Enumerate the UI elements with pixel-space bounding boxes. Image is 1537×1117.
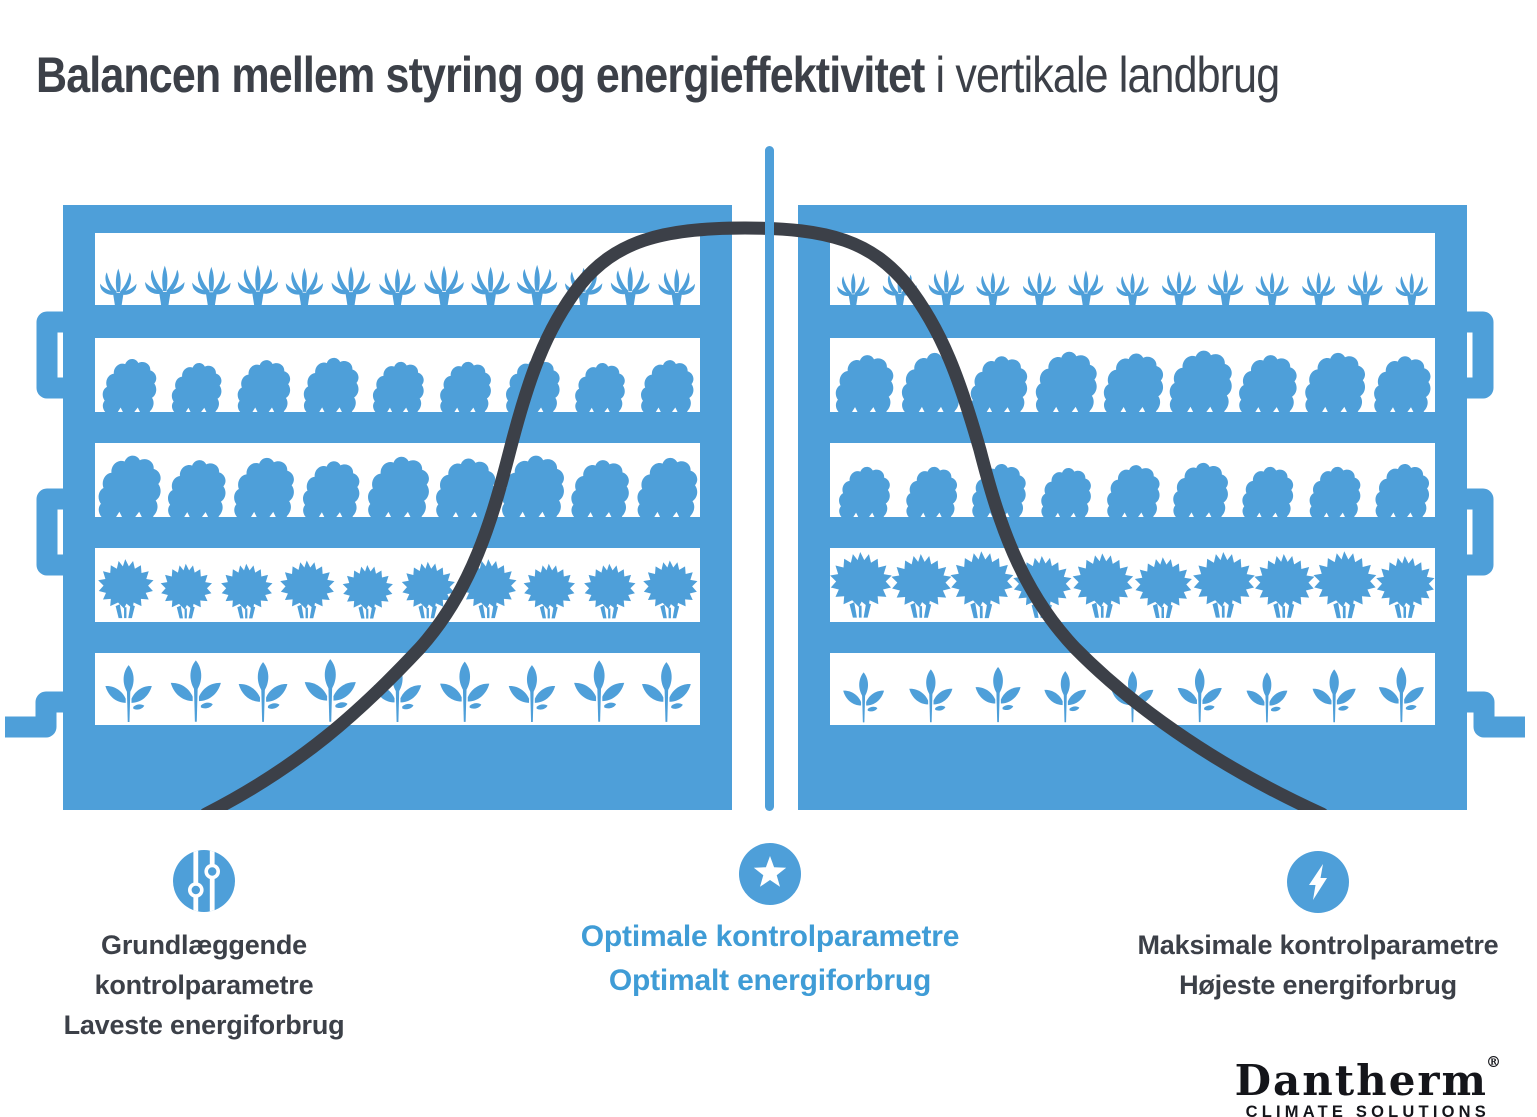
legend-line: Højeste energiforbrug: [1179, 970, 1457, 1000]
legend-maximum-parameters: Maksimale kontrolparametre Højeste energ…: [1105, 851, 1531, 1005]
legend-line: Optimalt energiforbrug: [608, 964, 932, 997]
page-title: Balancen mellem styring og energieffekti…: [36, 47, 1281, 103]
rack-handle: [1467, 311, 1494, 399]
legend-basic-label: Grundlæggende kontrolparametre Laveste e…: [28, 925, 380, 1045]
sliders-icon: [173, 850, 235, 912]
logo-brand: Dantherm®: [1235, 1041, 1501, 1102]
rack-handle: [1467, 488, 1494, 576]
racks-layer: [5, 205, 1525, 810]
logo-brand-text: Dantherm: [1234, 1056, 1488, 1105]
vertical-farm-rack-right: [798, 205, 1525, 810]
vertical-farm-rack-left: [5, 205, 732, 810]
legend-line: Maksimale kontrolparametre: [1137, 930, 1499, 960]
legend-maximum-label: Maksimale kontrolparametre Højeste energ…: [1105, 925, 1531, 1005]
title-light-part: i vertikale landbrug: [924, 47, 1281, 103]
legend-line: Optimale kontrolparametre: [580, 920, 960, 953]
rack-pipe: [1467, 691, 1525, 738]
legend-line: Grundlæggende: [101, 930, 307, 960]
star-icon: [739, 843, 801, 905]
lightning-icon: [1287, 851, 1349, 913]
legend-line: Laveste energiforbrug: [63, 1010, 345, 1040]
title-bold-part: Balancen mellem styring og energieffekti…: [36, 47, 925, 103]
rack-handle: [36, 311, 63, 399]
legend-optimal-label: Optimale kontrolparametre Optimalt energ…: [545, 915, 995, 1003]
rack-handle: [36, 488, 63, 576]
registered-mark: ®: [1486, 1053, 1501, 1071]
legend-basic-parameters: Grundlæggende kontrolparametre Laveste e…: [28, 850, 380, 1045]
rack-pipe: [5, 691, 63, 738]
legend-line: kontrolparametre: [94, 970, 314, 1000]
dantherm-logo: Dantherm® CLIMATE SOLUTIONS: [1235, 1041, 1501, 1117]
legend-optimal-parameters: Optimale kontrolparametre Optimalt energ…: [545, 843, 995, 1003]
logo-tagline: CLIMATE SOLUTIONS: [1245, 1103, 1490, 1117]
bell-curve: [200, 221, 1328, 810]
